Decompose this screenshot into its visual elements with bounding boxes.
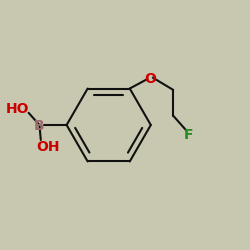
- Text: O: O: [144, 72, 156, 86]
- Text: F: F: [184, 128, 193, 142]
- Text: OH: OH: [36, 140, 59, 154]
- Text: B: B: [34, 120, 45, 134]
- Text: HO: HO: [6, 102, 30, 116]
